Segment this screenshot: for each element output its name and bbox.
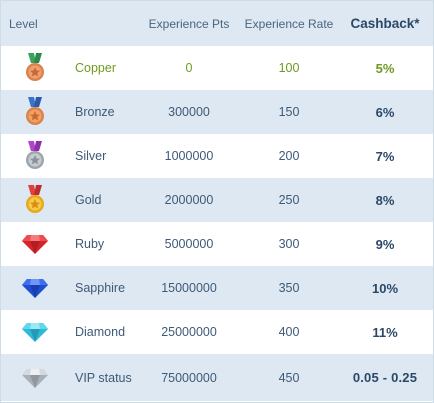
table-row: Sapphire 15000000 350 10%	[1, 266, 433, 310]
cashback-value: 10%	[371, 280, 399, 296]
table-row: Ruby 5000000 300 9%	[1, 222, 433, 266]
experience-rate-value: 200	[278, 149, 300, 163]
header-experience-pts: Experience Pts	[148, 16, 230, 31]
header-level: Level	[9, 16, 38, 31]
header-experience-rate: Experience Rate	[244, 16, 334, 31]
experience-pts-value: 300000	[168, 105, 210, 119]
cashback-value: 8%	[375, 192, 395, 208]
cashback-value: 5%	[375, 60, 395, 76]
experience-rate-value: 100	[278, 61, 300, 75]
table-row: Gold 2000000 250 8%	[1, 178, 433, 222]
experience-rate-value: 450	[278, 370, 300, 385]
experience-pts-value: 25000000	[161, 325, 217, 339]
table-row: VIP status 75000000 450 0.05 - 0.25	[1, 354, 433, 401]
experience-pts-value: 1000000	[164, 149, 214, 163]
experience-rate-value: 300	[278, 237, 300, 251]
ruby-gem-icon	[17, 222, 53, 266]
level-name: Bronze	[75, 105, 115, 119]
cashback-value: 9%	[375, 236, 395, 252]
copper-medal-icon	[17, 46, 53, 90]
experience-rate-value: 150	[278, 105, 300, 119]
level-name: Silver	[75, 149, 107, 163]
table-row: Copper 0 100 5%	[1, 46, 433, 90]
sapphire-gem-icon	[17, 266, 53, 310]
vip-gem-icon	[17, 354, 53, 401]
gold-medal-icon	[17, 178, 53, 222]
experience-pts-value: 15000000	[161, 281, 217, 295]
table-row: Diamond 25000000 400 11%	[1, 310, 433, 354]
level-name: Sapphire	[75, 281, 126, 295]
level-name: VIP status	[75, 370, 132, 385]
experience-pts-value: 0	[185, 61, 193, 75]
experience-rate-value: 400	[278, 325, 300, 339]
cashback-value: 0.05 - 0.25	[352, 370, 418, 385]
table-row: Silver 1000000 200 7%	[1, 134, 433, 178]
experience-rate-value: 350	[278, 281, 300, 295]
level-name: Diamond	[75, 325, 126, 339]
level-name: Gold	[75, 193, 102, 207]
level-name: Ruby	[75, 237, 105, 251]
bronze-medal-icon	[17, 90, 53, 134]
cashback-value: 7%	[375, 148, 395, 164]
experience-rate-value: 250	[278, 193, 300, 207]
table-header: Level Experience Pts Experience Rate Cas…	[1, 1, 433, 46]
table-row: Bronze 300000 150 6%	[1, 90, 433, 134]
cashback-value: 11%	[372, 324, 398, 340]
level-name: Copper	[75, 61, 116, 75]
experience-pts-value: 75000000	[161, 370, 217, 385]
cashback-value: 6%	[375, 104, 395, 120]
experience-pts-value: 5000000	[164, 237, 214, 251]
header-cashback: Cashback*	[350, 16, 420, 31]
experience-pts-value: 2000000	[164, 193, 214, 207]
silver-medal-icon	[17, 134, 53, 178]
diamond-gem-icon	[17, 310, 53, 354]
